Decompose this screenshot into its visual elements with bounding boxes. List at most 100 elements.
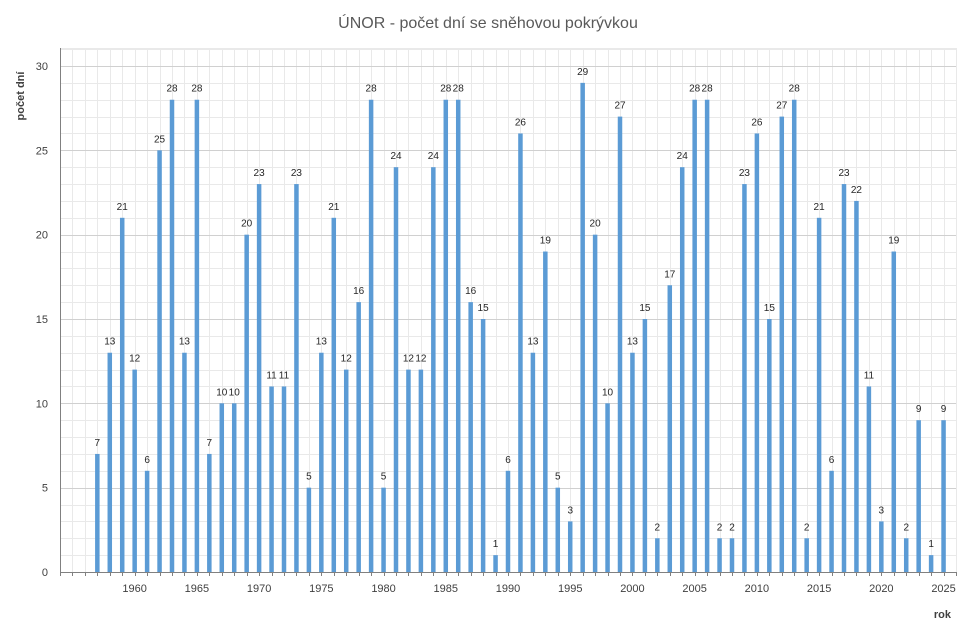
data-label-2007: 2 — [717, 522, 723, 533]
x-tick-label: 1980 — [371, 583, 395, 595]
bar-1958 — [107, 352, 113, 572]
bar-1957 — [95, 453, 100, 572]
data-label-1960: 12 — [129, 354, 141, 365]
bar-2017 — [841, 184, 847, 573]
bar-1977 — [343, 369, 349, 572]
data-label-1971: 11 — [266, 370, 277, 381]
bar-1998 — [605, 403, 610, 572]
bar-2015 — [816, 217, 822, 573]
bar-2018 — [854, 200, 859, 572]
data-label-1962: 25 — [154, 134, 166, 145]
y-tick-label: 30 — [36, 61, 48, 73]
y-tick-label: 25 — [36, 145, 48, 157]
bar-2007 — [717, 538, 722, 572]
bar-1966 — [207, 453, 212, 572]
bar-2019 — [866, 386, 872, 572]
bar-1985 — [443, 99, 449, 572]
data-label-1978: 16 — [353, 286, 365, 297]
data-label-1970: 23 — [254, 168, 266, 179]
data-label-2005: 28 — [689, 84, 701, 95]
bar-1994 — [555, 487, 561, 572]
data-label-2023: 9 — [916, 404, 922, 415]
bar-1968 — [231, 403, 237, 572]
bar-2000 — [630, 352, 635, 572]
bar-1981 — [393, 167, 399, 572]
bar-1995 — [567, 521, 573, 572]
data-label-1981: 24 — [390, 151, 402, 162]
bar-2009 — [742, 184, 747, 573]
bar-1961 — [144, 470, 150, 572]
bar-1980 — [381, 487, 386, 572]
data-label-2002: 2 — [655, 522, 661, 533]
data-label-1987: 16 — [465, 286, 477, 297]
data-label-1984: 24 — [428, 151, 440, 162]
bar-1975 — [319, 352, 324, 572]
bars — [95, 82, 946, 573]
data-label-1967: 10 — [216, 387, 228, 398]
bar-2025 — [941, 420, 946, 572]
data-label-1974: 5 — [306, 472, 312, 483]
x-tick-label: 2000 — [620, 583, 644, 595]
data-label-2008: 2 — [729, 522, 735, 533]
x-tick-label: 2015 — [807, 583, 831, 595]
bar-2002 — [655, 538, 660, 572]
y-tick-label: 15 — [36, 314, 48, 326]
bar-2022 — [903, 538, 909, 572]
data-label-2021: 19 — [888, 236, 900, 247]
bar-2010 — [754, 133, 760, 572]
data-label-1989: 1 — [493, 539, 499, 550]
data-label-1999: 27 — [614, 101, 626, 112]
bar-1972 — [281, 386, 287, 572]
data-label-2019: 11 — [864, 370, 875, 381]
data-label-1958: 13 — [104, 337, 116, 348]
bar-1964 — [182, 352, 187, 572]
data-label-2014: 2 — [804, 522, 810, 533]
bar-1984 — [431, 167, 436, 572]
bar-2012 — [779, 116, 785, 572]
data-label-2000: 13 — [627, 337, 639, 348]
data-label-2025: 9 — [941, 404, 947, 415]
y-tick-label: 5 — [42, 483, 48, 495]
bar-1983 — [418, 369, 424, 572]
bar-1992 — [530, 352, 536, 572]
data-label-2013: 28 — [789, 84, 801, 95]
data-label-1977: 12 — [341, 354, 353, 365]
data-label-2016: 6 — [829, 455, 835, 466]
x-tick-label: 1975 — [309, 583, 333, 595]
data-label-1991: 26 — [515, 117, 527, 128]
data-label-1968: 10 — [229, 387, 241, 398]
bar-1986 — [455, 99, 461, 572]
bar-2016 — [829, 470, 834, 572]
data-label-1976: 21 — [328, 202, 340, 213]
data-label-2018: 22 — [851, 185, 863, 196]
bar-2003 — [667, 285, 673, 572]
data-label-1983: 12 — [415, 354, 427, 365]
bar-2014 — [804, 538, 809, 572]
data-label-1969: 20 — [241, 219, 253, 230]
bar-1965 — [194, 99, 200, 572]
bar-1991 — [518, 133, 523, 572]
bar-2013 — [791, 99, 797, 572]
data-label-2022: 2 — [903, 522, 909, 533]
data-label-2006: 28 — [702, 84, 714, 95]
bar-1979 — [368, 99, 374, 572]
data-label-1998: 10 — [602, 387, 614, 398]
y-tick-label: 10 — [36, 398, 48, 410]
bar-1962 — [157, 150, 162, 573]
data-label-1957: 7 — [95, 438, 101, 449]
bar-2023 — [916, 420, 921, 572]
bar-1993 — [543, 251, 548, 573]
data-label-2015: 21 — [814, 202, 826, 213]
x-axis-title: rok — [934, 609, 952, 621]
bar-2005 — [692, 99, 697, 572]
bar-2001 — [642, 319, 648, 572]
bar-1974 — [306, 487, 312, 572]
data-label-1963: 28 — [166, 84, 178, 95]
data-label-1982: 12 — [403, 354, 415, 365]
bar-2008 — [729, 538, 735, 572]
data-label-1988: 15 — [478, 303, 490, 314]
bar-1969 — [244, 234, 249, 572]
data-label-1996: 29 — [577, 67, 589, 78]
